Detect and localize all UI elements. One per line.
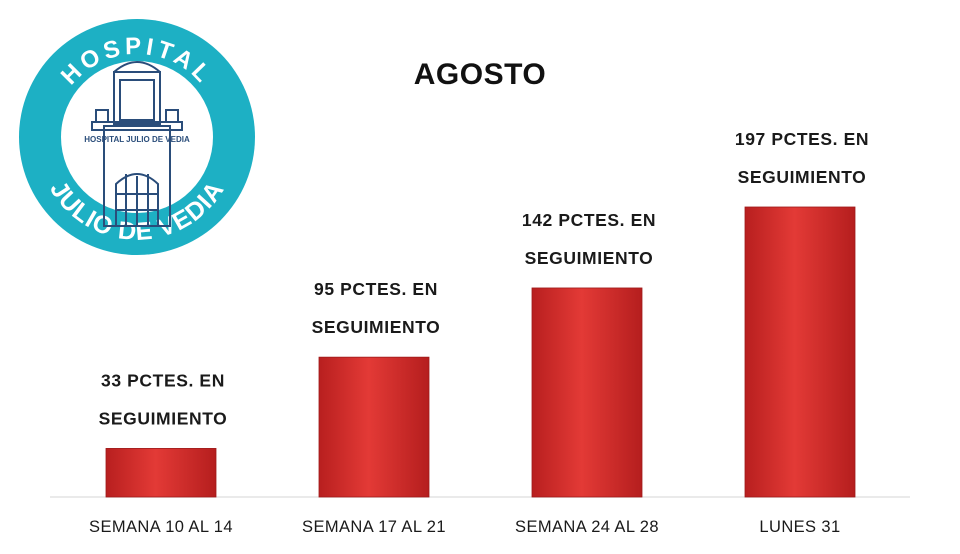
data-label-3-line-1: 142 PCTES. EN <box>522 210 656 230</box>
hospital-logo: HOSPITAL JULIO DE VEDIA HOSPITAL JULIO D… <box>19 19 255 255</box>
category-label-4: LUNES 31 <box>759 518 840 536</box>
data-labels-group: 33 PCTES. EN SEGUIMIENTO 95 PCTES. EN SEGUI… <box>99 129 869 428</box>
data-label-2-line-2: SEGUIMIENTO <box>312 317 441 337</box>
bar-3 <box>531 287 643 498</box>
category-label-1: SEMANA 10 AL 14 <box>89 518 233 536</box>
building-icon <box>91 61 183 227</box>
data-label-2-line-1: 95 PCTES. EN <box>314 279 438 299</box>
data-label-4-line-1: 197 PCTES. EN <box>735 129 869 149</box>
data-label-3-line-2: SEGUIMIENTO <box>525 248 654 268</box>
category-label-2: SEMANA 17 AL 21 <box>302 518 446 536</box>
logo-inner-text: HOSPITAL JULIO DE VEDIA <box>84 135 190 144</box>
bar-2 <box>318 356 430 498</box>
bar-1 <box>105 448 217 498</box>
bar-4 <box>744 206 856 498</box>
category-labels-group: SEMANA 10 AL 14 SEMANA 17 AL 21 SEMANA 24 … <box>89 518 840 536</box>
category-label-3: SEMANA 24 AL 28 <box>515 518 659 536</box>
data-label-1-line-2: SEGUIMIENTO <box>99 408 228 428</box>
logo-inner-circle <box>61 61 213 213</box>
chart-title: AGOSTO <box>413 58 547 91</box>
data-label-4-line-2: SEGUIMIENTO <box>738 167 867 187</box>
data-label-1-line-1: 33 PCTES. EN <box>101 370 225 390</box>
bars-group <box>105 206 856 498</box>
